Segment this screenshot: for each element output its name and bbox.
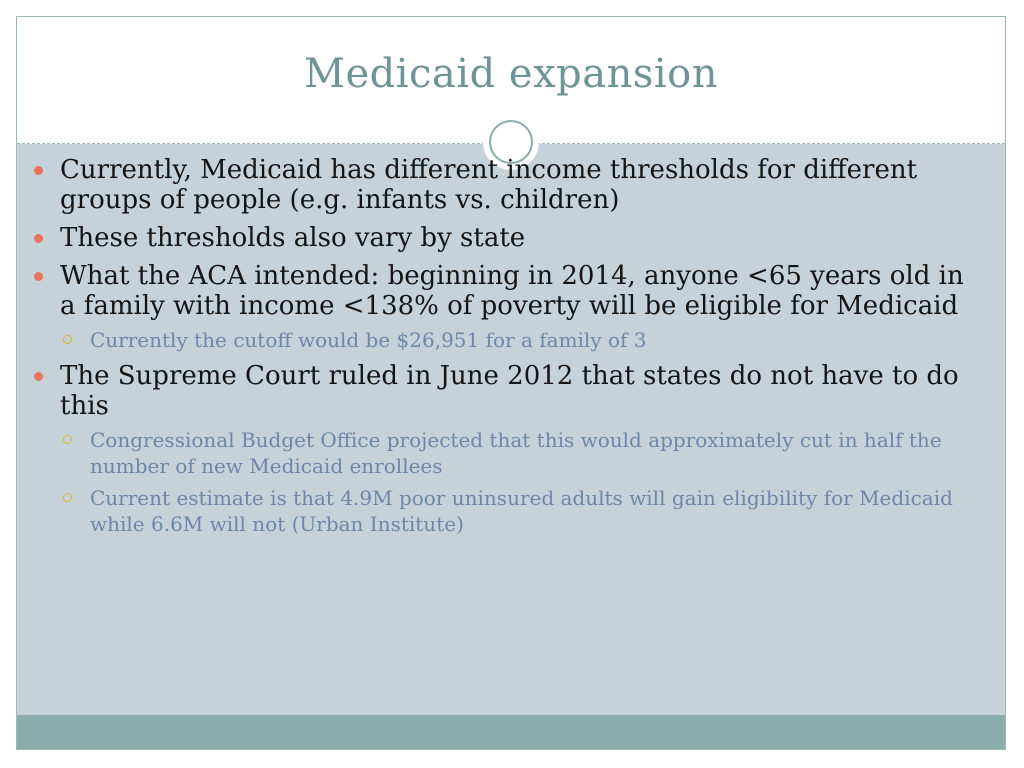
sub-bullet-text: Currently the cutoff would be $26,951 fo… [90, 328, 647, 352]
bullet-ring-icon [63, 335, 72, 344]
bullet-list: Currently, Medicaid has different income… [30, 155, 970, 545]
footer-bar [17, 715, 1005, 749]
sub-bullet-item: Current estimate is that 4.9M poor unins… [30, 485, 970, 537]
bullet-text: The Supreme Court ruled in June 2012 tha… [60, 361, 959, 421]
sub-bullet-item: Congressional Budget Office projected th… [30, 427, 970, 479]
bullet-text: Currently, Medicaid has different income… [60, 155, 918, 215]
circle-ornament-icon [483, 114, 539, 170]
bullet-dot-icon [34, 234, 43, 243]
bullet-item: What the ACA intended: beginning in 2014… [30, 261, 970, 321]
content-area [17, 144, 1005, 716]
slide: Medicaid expansion [16, 16, 1006, 750]
bullet-text: What the ACA intended: beginning in 2014… [60, 261, 964, 321]
slide-title: Medicaid expansion [304, 51, 718, 97]
sub-bullet-text: Current estimate is that 4.9M poor unins… [90, 486, 953, 536]
bullet-dot-icon [34, 166, 43, 175]
bullet-item: These thresholds also vary by state [30, 223, 970, 253]
ornament-ring [489, 120, 533, 164]
sub-bullet-text: Congressional Budget Office projected th… [90, 428, 942, 478]
bullet-item: Currently, Medicaid has different income… [30, 155, 970, 215]
bullet-text: These thresholds also vary by state [60, 223, 526, 253]
bullet-dot-icon [34, 272, 43, 281]
sub-bullet-item: Currently the cutoff would be $26,951 fo… [30, 327, 970, 353]
bullet-dot-icon [34, 372, 43, 381]
bullet-ring-icon [63, 435, 72, 444]
bullet-item: The Supreme Court ruled in June 2012 tha… [30, 361, 970, 421]
bullet-ring-icon [63, 493, 72, 502]
